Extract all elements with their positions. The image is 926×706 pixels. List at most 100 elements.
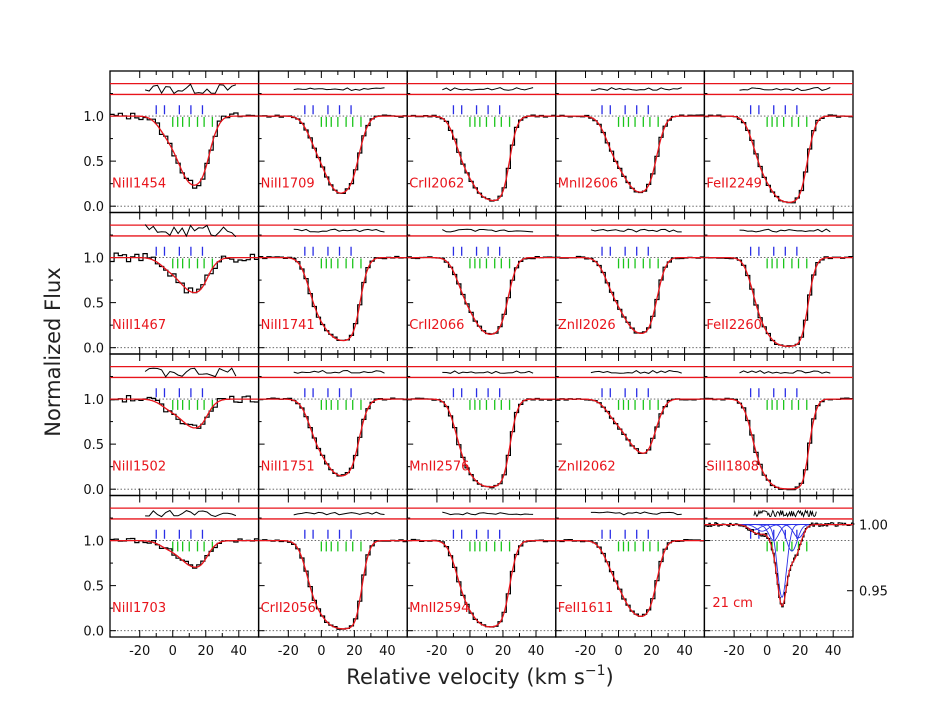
- x-tick-label: -20: [575, 644, 596, 659]
- x-tick-label: 40: [528, 644, 545, 659]
- x-tick-label: -20: [129, 644, 150, 659]
- transition-label: NiII1454: [112, 177, 166, 192]
- x-tick-label: 20: [495, 644, 512, 659]
- residual-curve: [590, 511, 682, 516]
- transition-label: MnII2606: [558, 177, 618, 192]
- transition-label: SiII1808: [706, 460, 759, 475]
- residual-curve: [739, 86, 831, 92]
- x-tick-label: 40: [379, 644, 396, 659]
- y-tick-label: 0.0: [83, 342, 104, 357]
- panel-frame: [703, 494, 854, 638]
- residual-curve: [293, 369, 385, 374]
- y-tick-label: 0.0: [83, 483, 104, 498]
- panel-feii2260: FeII2260: [703, 211, 854, 355]
- residual-curve: [753, 509, 817, 518]
- x-tick-label: 20: [792, 644, 809, 659]
- model-fit-curve: [555, 256, 705, 335]
- model-fit-curve: [110, 256, 259, 294]
- residual-curve: [293, 87, 385, 92]
- panel-znii2026: ZnII2026: [555, 211, 706, 355]
- residual-curve: [739, 370, 831, 374]
- x-axis-title-main: Relative velocity (km s: [346, 665, 585, 689]
- panel-siii1808: SiII1808: [703, 353, 854, 497]
- model-fit-curve: [258, 539, 408, 630]
- x-tick-label: 40: [676, 644, 693, 659]
- residual-curve: [145, 509, 237, 518]
- x-tick-label: 40: [825, 644, 842, 659]
- residual-curve: [442, 228, 534, 233]
- model-fit-curve: [704, 256, 853, 347]
- x-tick-label: 20: [643, 644, 660, 659]
- model-fit-curve: [704, 398, 853, 490]
- panel-crii2062: CrII2062: [406, 70, 557, 214]
- x-tick-label: 20: [346, 644, 363, 659]
- transition-label: CrII2062: [409, 177, 464, 192]
- panel-znii2062: ZnII2062: [555, 353, 706, 497]
- x-tick-label: -20: [724, 644, 745, 659]
- panel-niii1502: 0.0 0.5 1.0 NiII1502: [83, 353, 260, 498]
- y-tick-label: 0.0: [83, 625, 104, 640]
- x-tick-label: -20: [278, 644, 299, 659]
- transition-label: NiII1741: [261, 318, 315, 333]
- panel-niii1741: NiII1741: [257, 211, 408, 355]
- transition-label: FeII2249: [706, 177, 762, 192]
- y-tick-label: 1.0: [83, 110, 104, 125]
- residual-curve: [590, 87, 682, 91]
- model-fit-curve: [555, 539, 705, 617]
- transition-label: ZnII2062: [558, 460, 616, 475]
- x-tick-label: 0: [466, 644, 474, 659]
- residual-curve: [442, 370, 534, 375]
- residual-curve: [144, 367, 237, 378]
- panel-grid: 0.0 0.5 1.0 NiII1454 NiII1709 CrII2062 MnII260…: [83, 70, 888, 659]
- y-tick-label: 1.0: [83, 393, 104, 408]
- x-tick-label: 0: [614, 644, 622, 659]
- transition-label: NiII1751: [261, 460, 315, 475]
- y-tick-label: 0.5: [83, 438, 104, 453]
- panel-crii2056: -20 0 20 40 CrII2056: [257, 494, 408, 659]
- y-tick-label: 0.5: [83, 580, 104, 595]
- transition-label: CrII2056: [261, 601, 316, 616]
- x-tick-label: -20: [426, 644, 447, 659]
- panel-feii2249: FeII2249: [703, 70, 854, 214]
- model-fit-curve: [704, 524, 853, 607]
- model-fit-curve: [258, 398, 408, 477]
- spectrum-histogram: [555, 539, 705, 617]
- transition-label: NiII1467: [112, 318, 166, 333]
- x-axis-title-exponent: −1: [585, 663, 606, 679]
- x-tick-label: 0: [169, 644, 177, 659]
- y-tick-label: 0.5: [83, 155, 104, 170]
- model-fit-curve: [555, 398, 705, 454]
- model-fit-curve: [110, 539, 259, 568]
- model-fit-curve: [258, 256, 408, 342]
- x-tick-label: 0: [763, 644, 771, 659]
- transition-label: NiII1502: [112, 460, 166, 475]
- model-fit-curve: [110, 115, 259, 186]
- transition-label: CrII2066: [409, 318, 464, 333]
- model-fit-curve: [407, 398, 556, 488]
- x-tick-label: 0: [317, 644, 325, 659]
- spectrum-histogram: [555, 255, 705, 334]
- residual-curve: [442, 87, 534, 92]
- transition-label: NiII1709: [261, 177, 315, 192]
- model-fit-curve: [407, 256, 556, 335]
- panel-niii1703: 0.0 0.5 1.0 -20 0 20 40 NiII1703: [83, 494, 260, 659]
- residual-curve: [144, 83, 237, 95]
- residual-curve: [293, 228, 385, 233]
- transition-label: FeII1611: [558, 601, 614, 616]
- transition-label: MnII2594: [409, 601, 469, 616]
- y-tick-label: 0.0: [83, 200, 104, 215]
- right-y-tick-label: 0.95: [859, 585, 888, 600]
- residual-curve: [739, 228, 831, 233]
- model-fit-curve: [110, 398, 259, 429]
- panel-niii1467: 0.0 0.5 1.0 NiII1467: [83, 211, 260, 357]
- residual-curve: [442, 511, 534, 516]
- model-fit-curve: [258, 115, 408, 194]
- residual-curve: [590, 369, 682, 374]
- y-tick-label: 1.0: [83, 535, 104, 550]
- transition-label: MnII2576: [409, 460, 469, 475]
- model-fit-curve: [704, 115, 853, 203]
- spectrum-histogram: [110, 395, 259, 429]
- model-fit-curve: [555, 115, 705, 193]
- transition-label: ZnII2026: [558, 318, 616, 333]
